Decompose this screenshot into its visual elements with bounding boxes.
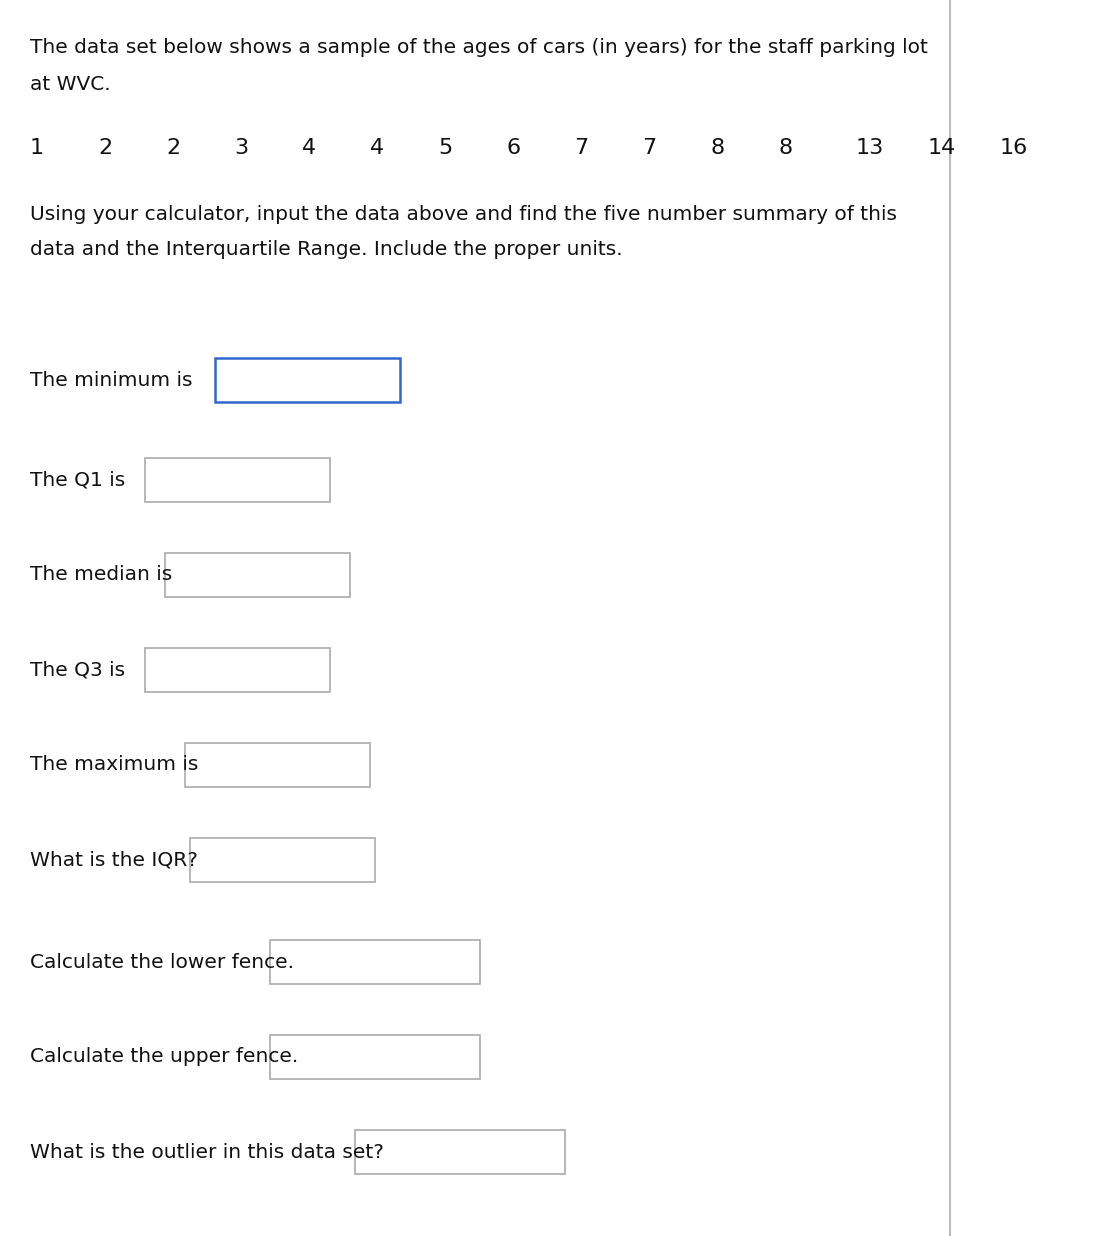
Text: 13: 13 — [856, 138, 884, 158]
Text: The minimum is: The minimum is — [30, 371, 193, 389]
Text: 2: 2 — [166, 138, 181, 158]
Bar — [165, 552, 350, 597]
Text: 7: 7 — [574, 138, 588, 158]
Text: 14: 14 — [929, 138, 956, 158]
Text: The data set below shows a sample of the ages of cars (in years) for the staff p: The data set below shows a sample of the… — [30, 38, 927, 57]
Text: at WVC.: at WVC. — [30, 75, 111, 94]
Bar — [215, 358, 400, 402]
Text: Calculate the lower fence.: Calculate the lower fence. — [30, 953, 294, 971]
Bar — [185, 743, 370, 787]
Bar — [270, 1035, 480, 1079]
Bar — [270, 941, 480, 984]
Text: 6: 6 — [506, 138, 520, 158]
Text: What is the IQR?: What is the IQR? — [30, 850, 198, 869]
Text: 16: 16 — [1001, 138, 1028, 158]
Text: The Q3 is: The Q3 is — [30, 660, 125, 680]
Text: What is the outlier in this data set?: What is the outlier in this data set? — [30, 1142, 383, 1162]
Text: The maximum is: The maximum is — [30, 755, 198, 775]
Text: 3: 3 — [234, 138, 248, 158]
Bar — [355, 1130, 565, 1174]
Text: 4: 4 — [370, 138, 384, 158]
Text: 8: 8 — [778, 138, 792, 158]
Bar — [189, 838, 375, 883]
Text: Calculate the upper fence.: Calculate the upper fence. — [30, 1047, 298, 1067]
Bar — [145, 459, 330, 502]
Text: 1: 1 — [30, 138, 44, 158]
Text: 5: 5 — [438, 138, 452, 158]
Bar — [145, 648, 330, 692]
Text: The Q1 is: The Q1 is — [30, 471, 125, 489]
Text: Using your calculator, input the data above and find the five number summary of : Using your calculator, input the data ab… — [30, 205, 897, 224]
Text: 8: 8 — [710, 138, 725, 158]
Text: The median is: The median is — [30, 566, 172, 585]
Text: 7: 7 — [642, 138, 656, 158]
Text: 2: 2 — [98, 138, 112, 158]
Text: data and the Interquartile Range. Include the proper units.: data and the Interquartile Range. Includ… — [30, 240, 623, 260]
Text: 4: 4 — [302, 138, 316, 158]
